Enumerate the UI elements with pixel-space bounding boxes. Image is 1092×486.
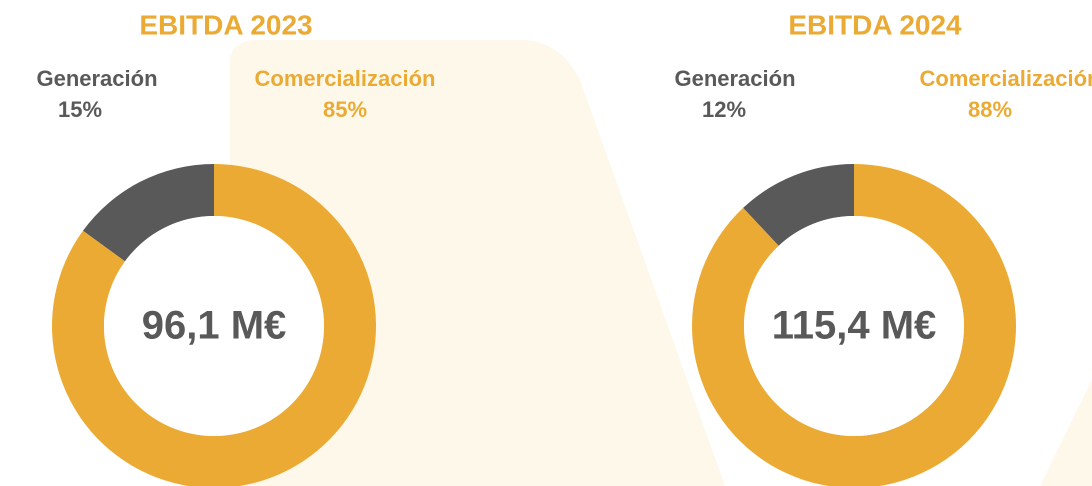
donut-hole [104,216,324,436]
slice-name: Generación [674,66,795,91]
donut-slice [692,164,1016,486]
slice-value-label: 85% [323,97,367,122]
center-label: 96,1 M€ [142,304,287,348]
chart-title: EBITDA 2024 [788,9,962,40]
donut-slice [743,164,854,246]
donut-slice [52,164,376,486]
background-shape [1040,380,1092,486]
donut-hole [744,216,964,436]
slice-name: Generación [36,66,157,91]
slice-value-label: 88% [968,97,1012,122]
slice-name: Comercialización [255,66,436,91]
center-label: 115,4 M€ [772,304,937,348]
donut-slice [82,164,215,262]
slice-value-label: 12% [702,97,746,122]
slice-value-label: 15% [58,97,102,122]
chart-title: EBITDA 2023 [139,9,312,40]
slice-name: Comercialización [920,66,1092,91]
